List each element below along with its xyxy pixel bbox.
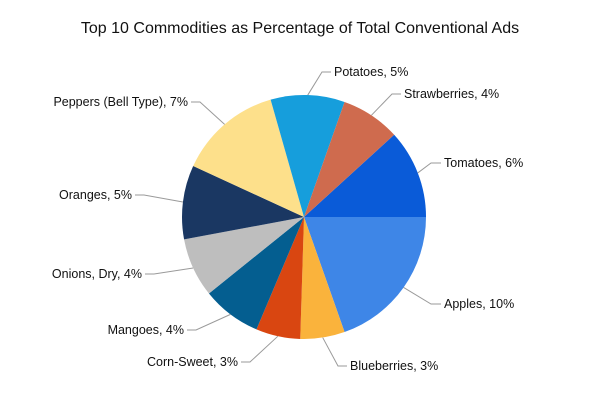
slice-label: Onions, Dry, 4% — [52, 267, 142, 281]
leader-line — [403, 287, 441, 305]
slice-label: Blueberries, 3% — [350, 359, 438, 373]
pie-slice-mangoes — [208, 217, 304, 330]
pie-slices — [182, 95, 426, 339]
pie-slice-tomatoes — [304, 134, 426, 217]
pie-slice-onions-dry — [184, 217, 304, 294]
chart-title: Top 10 Commodities as Percentage of Tota… — [80, 20, 520, 37]
leader-line — [322, 337, 347, 367]
slice-label: Mangoes, 4% — [108, 323, 184, 337]
pie-slice-peppers-bell-type — [193, 99, 304, 217]
slice-label: Oranges, 5% — [59, 188, 132, 202]
slice-label: Potatoes, 5% — [334, 65, 408, 79]
slice-label: Peppers (Bell Type), 7% — [53, 95, 188, 109]
slice-label: Corn-Sweet, 3% — [147, 355, 238, 369]
pie-slice-strawberries — [304, 101, 395, 217]
leader-line — [307, 71, 331, 96]
slice-label: Strawberries, 4% — [404, 87, 499, 101]
leader-line — [417, 162, 441, 174]
slice-label: Apples, 10% — [444, 297, 514, 311]
leader-line — [145, 267, 194, 275]
pie-slice-apples — [304, 217, 426, 333]
leader-line — [371, 93, 401, 116]
leader-line — [135, 194, 184, 203]
pie-slice-potatoes — [270, 95, 345, 217]
leader-lines — [135, 71, 441, 367]
slice-label: Tomatoes, 6% — [444, 156, 523, 170]
leader-line — [187, 313, 231, 331]
slice-labels: Tomatoes, 6% Apples, 10% Blueberries, 3% Co… — [52, 65, 523, 373]
pie-slice-oranges — [182, 166, 304, 240]
pie-slice-blueberries — [300, 217, 345, 339]
leader-line — [191, 101, 225, 125]
pie-slice-corn-sweet — [256, 217, 304, 339]
leader-line — [241, 335, 279, 363]
